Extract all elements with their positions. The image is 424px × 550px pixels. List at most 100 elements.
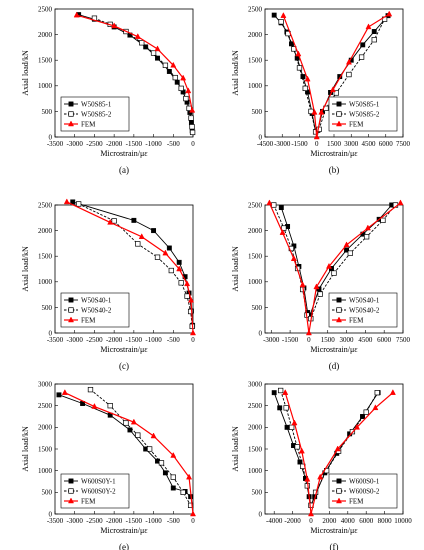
- legend-label: W600S0Y-2: [81, 488, 116, 496]
- legend: W50S85-1 W50S85-2 FEM: [60, 96, 130, 132]
- data-point-s1: [154, 254, 161, 260]
- data-point-s2: [154, 45, 161, 52]
- y-tick-label: 1000: [38, 82, 53, 90]
- panel-caption: (c): [119, 361, 129, 371]
- data-point-s1: [278, 19, 284, 25]
- data-point-s2: [305, 329, 312, 336]
- y-tick-label: 500: [252, 108, 263, 116]
- data-point-s1: [172, 74, 178, 81]
- x-tick-label: -3000: [67, 140, 84, 148]
- data-point-s1: [111, 218, 117, 224]
- x-tick-label: 0: [309, 517, 313, 525]
- x-tick-label: 0: [191, 140, 195, 148]
- panel-caption: (d): [329, 361, 340, 371]
- series-line-0: [58, 394, 191, 497]
- data-point-s2: [189, 510, 197, 517]
- x-tick-label: -1000: [145, 517, 162, 525]
- y-tick-label: 1000: [38, 467, 53, 475]
- x-tick-label: -1500: [282, 336, 299, 344]
- data-point-s2: [325, 262, 332, 269]
- data-point-s0: [176, 259, 182, 265]
- data-point-s1: [333, 90, 339, 96]
- data-point-s1: [183, 95, 189, 102]
- x-tick-label: 8000: [378, 517, 393, 525]
- legend-marker-1: [68, 307, 74, 313]
- legend-label: FEM: [349, 317, 364, 325]
- series-line-2: [268, 202, 401, 334]
- y-tick-label: 0: [49, 133, 53, 141]
- x-tick-label: -3000: [263, 336, 280, 344]
- y-tick-label: 3000: [38, 380, 53, 388]
- chart-panel-0: -3500 -3000 -2500 -2000 -1500 -1000 -500 0 0 500 1…: [21, 5, 196, 175]
- data-point-s1: [187, 308, 194, 315]
- x-tick-label: 6000: [377, 336, 392, 344]
- x-axis-label: Microstrain/με: [310, 526, 358, 535]
- y-tick-label: 0: [259, 133, 263, 141]
- data-point-s2: [353, 423, 361, 430]
- y-tick-label: 2000: [38, 227, 53, 235]
- legend-label: W600S0-1: [349, 478, 380, 486]
- legend-marker-0: [336, 297, 342, 303]
- legend-marker-0: [68, 297, 74, 303]
- data-point-s0: [277, 405, 283, 411]
- data-point-s2: [186, 473, 193, 480]
- data-point-s0: [162, 470, 168, 476]
- y-tick-label: 1500: [38, 445, 53, 453]
- legend-label: W600S0Y-1: [81, 478, 116, 486]
- data-point-s2: [345, 58, 352, 65]
- data-point-s1: [87, 386, 94, 393]
- y-axis-label: Axial load/kN: [21, 50, 30, 96]
- legend-label: W50S40-1: [81, 297, 112, 305]
- data-point-s1: [363, 409, 369, 415]
- y-tick-label: 1500: [38, 253, 53, 261]
- data-point-s2: [130, 418, 137, 425]
- y-tick-label: 0: [259, 510, 263, 518]
- legend-label: W50S40-2: [81, 307, 112, 315]
- data-point-s0: [155, 55, 160, 61]
- data-point-s1: [363, 234, 370, 240]
- y-tick-label: 0: [49, 329, 53, 337]
- legend: W50S40-1 W50S40-2 FEM: [60, 292, 130, 328]
- data-point-s2: [111, 22, 118, 29]
- data-point-s1: [358, 54, 365, 60]
- y-tick-label: 2000: [248, 31, 263, 39]
- x-tick-label: -4500: [257, 140, 274, 148]
- legend-label: FEM: [349, 498, 364, 506]
- x-axis-label: Microstrain/με: [100, 149, 148, 158]
- data-point-s1: [347, 250, 353, 256]
- data-point-s2: [282, 389, 289, 395]
- data-point-s0: [344, 247, 349, 253]
- data-point-s2: [280, 12, 287, 18]
- y-tick-label: 2000: [38, 31, 53, 39]
- data-point-s2: [91, 402, 98, 409]
- data-point-s2: [365, 23, 372, 30]
- chart-panel-3: -3000 -1500 0 1500 3000 4500 6000 7500050010001…: [231, 199, 411, 371]
- series-line-1: [78, 203, 193, 327]
- x-tick-label: -2500: [86, 336, 103, 344]
- data-point-s1: [168, 267, 174, 274]
- data-point-s2: [372, 404, 379, 411]
- y-tick-label: 1000: [38, 278, 53, 286]
- y-tick-label: 0: [49, 510, 53, 518]
- x-tick-label: -1500: [126, 336, 143, 344]
- x-tick-label: -1000: [145, 140, 162, 148]
- legend-marker-0: [336, 101, 342, 107]
- data-point-s2: [185, 87, 192, 94]
- x-tick-label: 0: [191, 517, 195, 525]
- data-point-s0: [170, 485, 176, 491]
- x-tick-label: 1500: [321, 336, 336, 344]
- legend-label: FEM: [349, 121, 364, 129]
- data-point-s1: [294, 444, 300, 450]
- x-tick-label: -2500: [86, 517, 103, 525]
- x-tick-label: 10000: [394, 517, 412, 525]
- x-tick-label: 2000: [322, 517, 337, 525]
- data-point-s1: [170, 474, 176, 480]
- legend-marker-1: [336, 307, 342, 313]
- data-point-s2: [188, 296, 195, 303]
- x-tick-label: -1500: [126, 140, 143, 148]
- data-point-s1: [76, 201, 82, 207]
- x-tick-label: -3000: [67, 336, 84, 344]
- data-point-s2: [334, 445, 341, 452]
- data-point-s2: [397, 199, 404, 206]
- x-tick-label: -1000: [145, 336, 162, 344]
